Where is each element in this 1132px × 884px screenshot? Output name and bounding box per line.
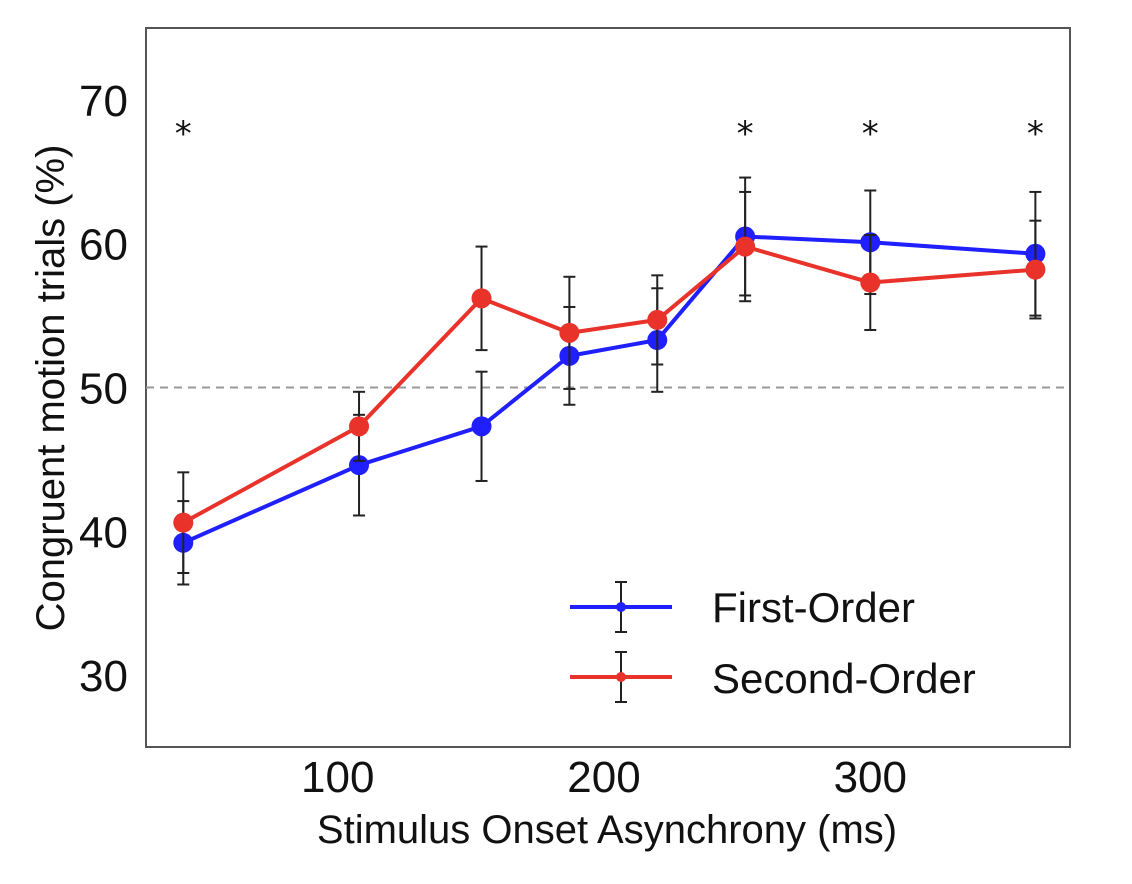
data-point-second-order	[349, 416, 370, 437]
legend-label-second-order: Second-Order	[712, 655, 976, 702]
legend-marker-first-order	[616, 602, 626, 612]
legend-label-first-order: First-Order	[712, 584, 915, 631]
data-point-second-order	[1025, 259, 1046, 280]
significance-star: *	[737, 114, 754, 154]
data-point-second-order	[471, 288, 492, 309]
significance-star: *	[175, 114, 192, 154]
series-first-order	[173, 176, 1046, 586]
y-axis-title: Congruent motion trials (%)	[29, 145, 73, 632]
data-point-second-order	[735, 236, 756, 257]
y-tick-label-30: 30	[79, 652, 128, 701]
x-tick-label-200: 200	[567, 753, 640, 802]
y-tick-label-40: 40	[79, 508, 128, 557]
legend-marker-second-order	[616, 672, 626, 682]
y-tick-label-60: 60	[79, 221, 128, 270]
data-point-second-order	[559, 322, 580, 343]
series-line-first-order	[182, 234, 1036, 545]
significance-star: *	[862, 114, 879, 154]
x-axis-title: Stimulus Onset Asynchrony (ms)	[317, 808, 897, 852]
legend: First-Order Second-Order	[570, 581, 976, 703]
y-tick-label-70: 70	[79, 77, 128, 126]
y-tick-label-50: 50	[79, 365, 128, 414]
series-second-order	[173, 190, 1046, 575]
data-point-second-order	[860, 272, 881, 293]
data-point-second-order	[173, 512, 194, 533]
x-tick-label-300: 300	[834, 753, 907, 802]
series-line-second-order	[182, 244, 1036, 525]
tick-label-layer: 30 40 50 60 70 100 200 300	[79, 77, 907, 802]
data-point-first-order	[471, 416, 492, 437]
significance-star: *	[1027, 114, 1044, 154]
legend-entry-first-order: First-Order	[570, 581, 915, 633]
significance-layer: * * * *	[175, 114, 1044, 154]
x-tick-label-100: 100	[301, 753, 374, 802]
legend-entry-second-order: Second-Order	[570, 651, 976, 703]
series-layer	[173, 176, 1046, 586]
data-point-second-order	[647, 309, 668, 330]
